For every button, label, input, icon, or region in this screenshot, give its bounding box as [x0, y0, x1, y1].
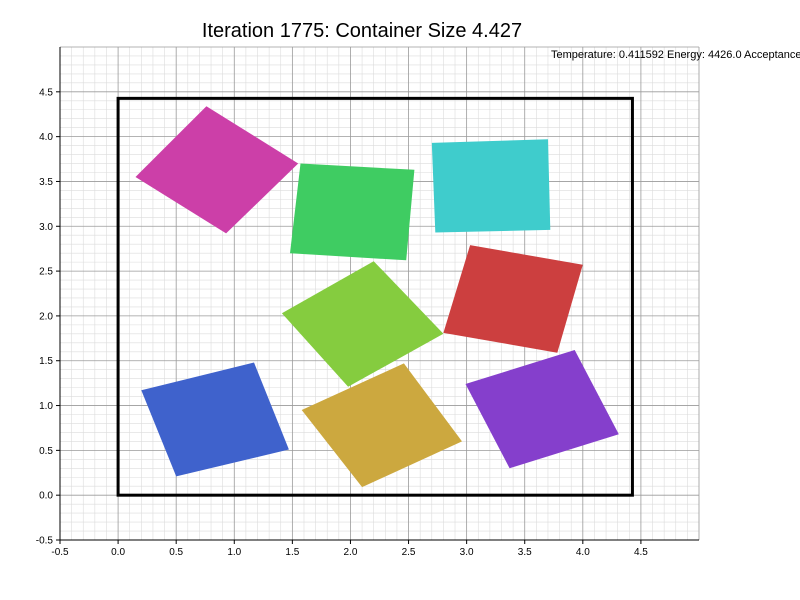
y-tick-label: 2.0: [39, 311, 53, 322]
x-tick-label: 0.5: [169, 547, 183, 558]
y-tick-label: 4.0: [39, 132, 53, 143]
status-readout: Temperature: 0.411592 Energy: 4426.0 Acc…: [551, 49, 800, 61]
packed-square-2: [290, 163, 415, 261]
packed-square-7: [301, 363, 462, 488]
x-tick-label: 3.0: [460, 547, 474, 558]
y-tick-label: 3.0: [39, 222, 53, 233]
x-tick-label: 4.5: [634, 547, 648, 558]
packed-square-8: [465, 350, 619, 469]
y-tick-label: 3.5: [39, 177, 53, 188]
packed-square-1: [135, 106, 299, 234]
x-tick-label: -0.5: [51, 547, 69, 558]
axes: [59, 47, 699, 541]
x-tick-label: 1.5: [285, 547, 299, 558]
y-tick-label: 4.5: [39, 87, 53, 98]
y-tick-label: 1.0: [39, 401, 53, 412]
x-tick-label: 0.0: [111, 547, 125, 558]
x-axis-ticks: -0.5 0.0 0.5 1.0 1.5 2.0 2.5 3.0 3.5 4.0 4.5: [51, 540, 648, 558]
packed-square-6: [141, 362, 289, 477]
x-tick-label: 2.5: [402, 547, 416, 558]
y-tick-label: 0.5: [39, 446, 53, 457]
packed-square-3: [431, 139, 551, 233]
y-tick-label: -0.5: [36, 536, 54, 547]
x-tick-label: 3.5: [518, 547, 532, 558]
x-tick-label: 2.0: [344, 547, 358, 558]
y-tick-label: 0.0: [39, 491, 53, 502]
x-tick-label: 1.0: [227, 547, 241, 558]
x-tick-label: 4.0: [576, 547, 590, 558]
y-tick-label: 1.5: [39, 356, 53, 367]
squares-layer: [135, 106, 619, 488]
container-square: [116, 96, 634, 497]
chart-title: Iteration 1775: Container Size 4.427: [201, 20, 523, 42]
y-axis-ticks: -0.5 0.0 0.5 1.0 1.5 2.0 2.5 3.0 3.5 4.0 4.5: [36, 87, 60, 547]
y-tick-label: 2.5: [39, 267, 53, 278]
packed-square-5: [443, 245, 583, 353]
packed-square-4: [281, 261, 444, 387]
